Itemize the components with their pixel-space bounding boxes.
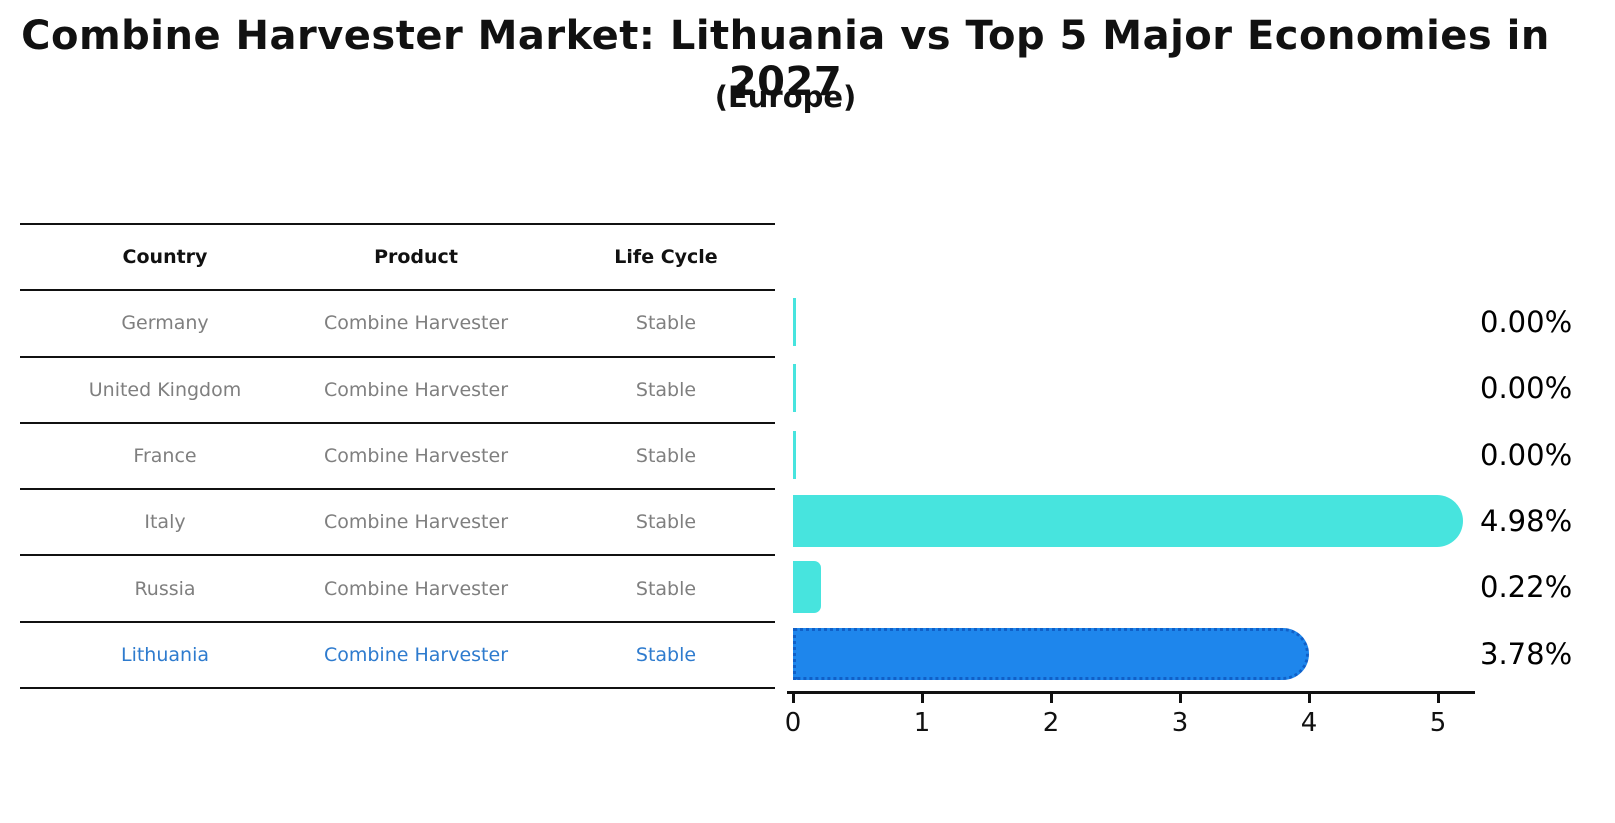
x-tick-mark — [1308, 694, 1311, 703]
product-cell: Combine Harvester — [323, 312, 509, 335]
lifecycle-cell: Stable — [635, 378, 697, 401]
x-tick-label: 3 — [1171, 708, 1189, 738]
value-label-united-kingdom: 0.00% — [1480, 371, 1573, 406]
chart-subtitle: (Europe) — [714, 80, 857, 114]
x-tick-label: 2 — [1042, 708, 1060, 738]
bar-row — [793, 620, 1493, 686]
lifecycle-cell: Stable — [635, 577, 697, 600]
table-row-france: France Combine Harvester Stable — [20, 424, 775, 491]
table-header-row: Country Product Life Cycle — [20, 225, 775, 292]
bar-row — [793, 289, 1493, 355]
x-axis-ticks: 0 1 2 3 4 5 — [785, 693, 1453, 753]
product-cell: Combine Harvester — [323, 643, 509, 666]
product-cell: Combine Harvester — [323, 511, 509, 534]
table-row-united-kingdom: United Kingdom Combine Harvester Stable — [20, 358, 775, 424]
x-tick-mark — [921, 694, 924, 703]
x-tick-mark — [1179, 694, 1182, 703]
value-label-russia: 0.22% — [1480, 570, 1573, 605]
bar-france — [793, 430, 796, 479]
x-tick-label: 4 — [1300, 708, 1318, 738]
info-table: Country Product Life Cycle Germany Combi… — [20, 223, 775, 690]
x-tick-mark — [1437, 694, 1440, 703]
x-tick-mark — [1050, 694, 1053, 703]
x-axis-line — [787, 691, 1475, 694]
country-cell: Germany — [121, 312, 209, 335]
product-cell: Combine Harvester — [323, 378, 509, 401]
column-header-lifecycle: Life Cycle — [614, 246, 718, 269]
country-cell: Italy — [144, 511, 186, 534]
column-header-product: Product — [374, 246, 458, 269]
value-label-france: 0.00% — [1480, 437, 1573, 472]
column-header-country: Country — [122, 246, 208, 269]
product-cell: Combine Harvester — [323, 445, 509, 468]
lifecycle-cell: Stable — [635, 445, 697, 468]
chart-title: Combine Harvester Market: Lithuania vs T… — [21, 13, 1550, 105]
value-label-italy: 4.98% — [1480, 504, 1573, 539]
bar-row — [793, 355, 1493, 421]
value-label-lithuania: 3.78% — [1480, 636, 1573, 671]
bar-united-kingdom — [793, 364, 796, 413]
x-tick-mark — [792, 694, 795, 703]
lifecycle-cell: Stable — [635, 511, 697, 534]
table-row-germany: Germany Combine Harvester Stable — [20, 291, 775, 358]
x-tick-label: 5 — [1429, 708, 1447, 738]
bar-row — [793, 554, 1493, 620]
table-row-lithuania: Lithuania Combine Harvester Stable — [20, 623, 775, 690]
table-row-russia: Russia Combine Harvester Stable — [20, 556, 775, 623]
x-tick-label: 0 — [784, 708, 802, 738]
value-label-germany: 0.00% — [1480, 305, 1573, 340]
bar-italy — [793, 495, 1464, 548]
value-labels: 0.00% 0.00% 0.00% 4.98% 0.22% 3.78% — [1480, 289, 1572, 687]
bar-russia — [793, 561, 822, 614]
country-cell: United Kingdom — [88, 378, 242, 401]
table-row-italy: Italy Combine Harvester Stable — [20, 490, 775, 557]
bar-row — [793, 488, 1493, 554]
country-cell: Lithuania — [120, 643, 210, 666]
country-cell: France — [133, 445, 197, 468]
product-cell: Combine Harvester — [323, 577, 509, 600]
country-cell: Russia — [134, 577, 196, 600]
x-tick-label: 1 — [913, 708, 931, 738]
bar-germany — [793, 298, 796, 347]
bar-chart — [793, 289, 1493, 687]
lifecycle-cell: Stable — [635, 312, 697, 335]
bar-row — [793, 422, 1493, 488]
bar-lithuania — [793, 627, 1309, 680]
lifecycle-cell: Stable — [635, 643, 697, 666]
